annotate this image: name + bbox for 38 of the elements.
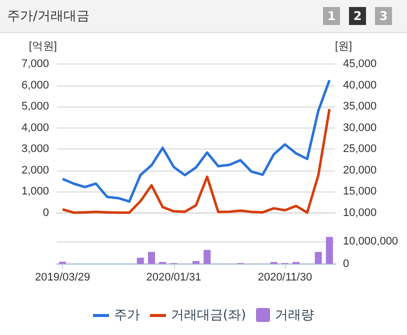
- y2-tick-label: 30,000: [343, 122, 377, 134]
- y-tick-label: 5,000: [21, 100, 49, 113]
- y-tick-label: 6,000: [21, 79, 49, 92]
- y2-tick-label: 45,000: [343, 58, 377, 70]
- y-tick-label: 1,000: [21, 186, 49, 198]
- y-tick-label: 7,000: [21, 58, 49, 70]
- y2-tick-label: 20,000: [343, 164, 377, 176]
- y2-tick-label: 15,000: [343, 186, 377, 198]
- x-tick-label: 2019/03/29: [35, 272, 90, 284]
- bar: [314, 252, 322, 264]
- y-axis-title: [억원]: [28, 40, 57, 52]
- y-tick-label: 2,000: [21, 164, 49, 176]
- y-tick-label: 4,000: [21, 122, 49, 134]
- x-tick-label: 2020/11/30: [258, 272, 312, 284]
- bar: [148, 252, 156, 264]
- legend-label: 거래대금(좌): [170, 308, 246, 323]
- tab-button: 3: [375, 7, 392, 25]
- y2-tick-label: 25,000: [343, 143, 377, 156]
- y2-tick-label: 10,000,000: [343, 236, 398, 248]
- bar: [136, 258, 144, 264]
- legend-label: 거래량: [275, 308, 314, 323]
- tab-button: 2: [349, 7, 366, 25]
- y-tick-label: 3,000: [21, 143, 49, 156]
- chart-title: 주가/거래대금: [7, 8, 90, 25]
- bar: [326, 236, 333, 264]
- y2-tick-label: 35,000: [343, 100, 377, 113]
- x-tick-label: 2020/01/31: [146, 272, 202, 284]
- tab-button: 1: [323, 7, 340, 25]
- y2-tick-label: 40,000: [343, 79, 377, 92]
- legend-label: 주가: [114, 308, 140, 323]
- y2-tick-label: 10,000: [343, 207, 377, 219]
- line-series: [61, 78, 331, 203]
- y-tick-label: 0: [42, 207, 49, 219]
- y2-tick-label: 0: [343, 258, 350, 270]
- bar: [204, 250, 211, 264]
- y2-axis-title: [원]: [335, 40, 352, 52]
- bar: [192, 261, 200, 264]
- line-series: [61, 108, 331, 214]
